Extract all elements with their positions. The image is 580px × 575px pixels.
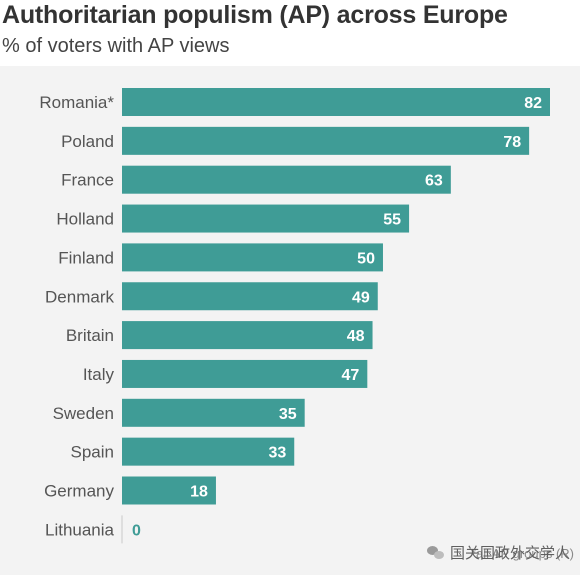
category-label: Italy [83, 365, 115, 384]
category-label: Romania* [39, 93, 114, 112]
bar-value-label: 18 [190, 484, 208, 501]
category-label: Lithuania [45, 520, 115, 539]
category-label: Finland [58, 248, 114, 267]
bar [122, 126, 530, 155]
category-label: Britain [66, 326, 114, 345]
watermark: 国关国政外交学人 [426, 542, 570, 563]
plot-panel: Romania* 82 Poland 78 France 63 Holland 55 Finla… [0, 66, 580, 575]
bar [122, 204, 410, 233]
bar [122, 165, 451, 194]
bar-value-label: 50 [357, 250, 375, 267]
bar [122, 359, 368, 388]
bar-value-label: 33 [268, 445, 286, 462]
bar [122, 437, 295, 466]
wechat-icon [426, 545, 445, 560]
bar-value-label: 0 [132, 522, 141, 539]
bar-value-label: 47 [342, 367, 360, 384]
category-label: Holland [56, 210, 114, 229]
category-label: Denmark [45, 287, 114, 306]
bar [122, 321, 373, 350]
bar [122, 243, 383, 272]
bar [122, 398, 305, 427]
bar [122, 88, 550, 116]
bar-value-label: 82 [524, 95, 542, 112]
category-label: Spain [71, 443, 114, 462]
bar-value-label: 78 [503, 134, 521, 151]
bar-value-label: 48 [347, 328, 365, 345]
chart-footnote: *all AP groups (R) [470, 546, 574, 561]
category-label: France [61, 171, 114, 190]
category-label: Germany [44, 482, 114, 501]
bar-value-label: 55 [383, 212, 401, 229]
bar-value-label: 63 [425, 173, 443, 190]
bar [122, 282, 378, 311]
bar-value-label: 49 [352, 289, 370, 306]
bar-value-label: 35 [279, 406, 297, 423]
watermark-text: 国关国政外交学人 [449, 545, 570, 562]
category-label: Poland [61, 132, 114, 151]
chart-subtitle: % of voters with AP views [2, 35, 230, 57]
bar-chart: Romania* 82 Poland 78 France 63 Holland 55 Finla… [39, 88, 550, 544]
bar [122, 476, 216, 505]
category-label: Sweden [53, 404, 114, 423]
chart-title: Authoritarian populism (AP) across Europ… [2, 1, 508, 29]
